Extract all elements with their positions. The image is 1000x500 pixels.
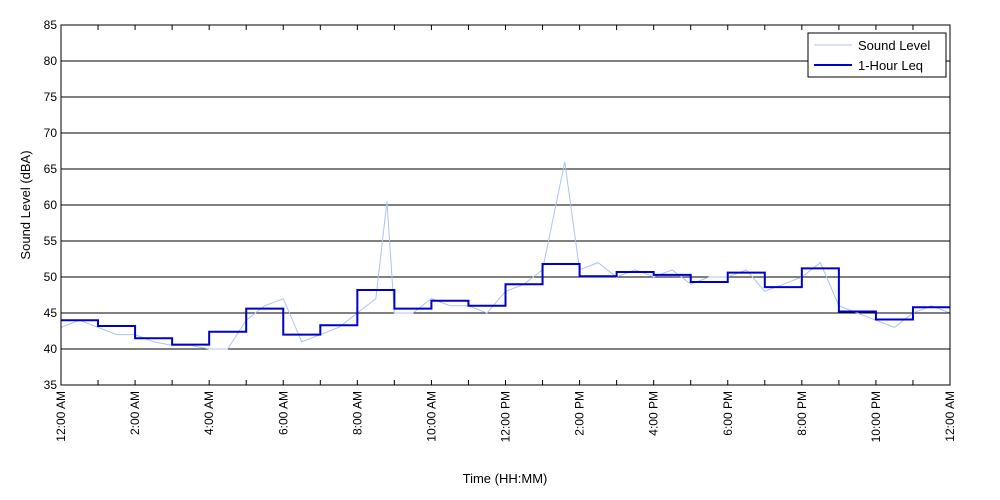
y-tick-label: 35: [44, 378, 58, 392]
legend-sound-level-label: Sound Level: [858, 38, 930, 53]
x-tick-label: 10:00 PM: [869, 391, 883, 442]
leq-series: [61, 263, 950, 346]
x-tick-label: 12:00 PM: [499, 391, 513, 442]
x-tick-label: 6:00 AM: [276, 391, 290, 435]
y-tick-label: 45: [44, 306, 58, 320]
legend-leq-label: 1-Hour Leq: [858, 58, 923, 73]
leq-step-line: [61, 263, 950, 346]
x-tick-label: 8:00 AM: [350, 391, 364, 435]
x-tick-label: 4:00 PM: [647, 391, 661, 436]
sound-level-series: [60, 161, 951, 350]
x-tick-label: 10:00 AM: [424, 391, 438, 442]
x-axis-label: Time (HH:MM): [463, 471, 548, 486]
y-axis-ticks: 35 40 45 50 55 60 65 70 75 80 85: [44, 18, 950, 392]
y-tick-label: 70: [44, 126, 58, 140]
y-tick-label: 60: [44, 198, 58, 212]
y-tick-label: 65: [44, 162, 58, 176]
legend-box: [807, 32, 947, 78]
y-tick-label: 50: [44, 270, 58, 284]
x-tick-label: 8:00 PM: [795, 391, 809, 436]
legend: Sound Level 1-Hour Leq: [807, 32, 947, 78]
y-tick-label: 80: [44, 54, 58, 68]
x-tick-label: 2:00 AM: [128, 391, 142, 435]
x-tick-label: 12:00 AM: [54, 391, 68, 442]
y-tick-label: 40: [44, 342, 58, 356]
x-tick-label: 12:00 AM: [943, 391, 957, 442]
y-tick-label: 55: [44, 234, 58, 248]
x-tick-label: 2:00 PM: [573, 391, 587, 436]
sound-level-line: [60, 161, 951, 350]
x-tick-label: 4:00 AM: [202, 391, 216, 435]
x-axis-ticks: 12:00 AM 2:00 AM 4:00 AM 6:00 AM 8:00 AM 10:0…: [54, 25, 957, 442]
y-axis-label: Sound Level (dBA): [18, 150, 33, 259]
y-tick-label: 85: [44, 18, 58, 32]
y-tick-label: 75: [44, 90, 58, 104]
x-tick-label: 6:00 PM: [721, 391, 735, 436]
